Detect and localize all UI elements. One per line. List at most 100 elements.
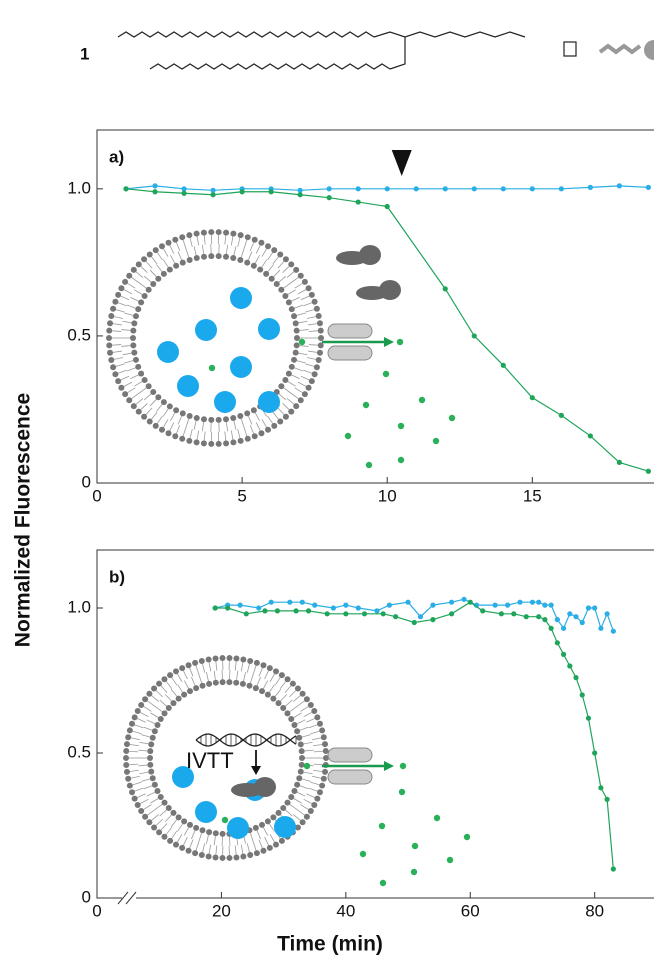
x-tick-label: 20 — [212, 901, 231, 920]
lipid-tail — [203, 431, 206, 441]
data-point — [448, 599, 455, 605]
dye-large — [195, 319, 217, 341]
lipid-head — [167, 672, 174, 679]
lipid-head — [199, 827, 206, 834]
dye-large — [230, 287, 252, 309]
lipid-head — [179, 234, 186, 241]
lipid-head — [155, 394, 162, 401]
lipid-tail — [164, 814, 172, 822]
lipid-head — [208, 416, 215, 423]
data-point — [560, 651, 567, 658]
lipid-tail — [140, 403, 148, 410]
data-point — [467, 599, 473, 605]
lipid-tail — [143, 785, 153, 790]
lipid-head — [149, 775, 156, 782]
lipid-tail — [140, 798, 149, 804]
lipid-tail — [202, 663, 206, 673]
lipid-head — [278, 286, 285, 293]
lipid-head — [130, 327, 137, 334]
lipid-tail — [299, 785, 309, 790]
lipid-head — [147, 755, 153, 761]
lipid-tail — [285, 699, 293, 707]
lipid-head — [260, 662, 267, 669]
data-point — [587, 433, 593, 439]
lipid-tail — [183, 680, 189, 689]
lipid-head — [173, 841, 179, 848]
panel: b) 0 0.5 1.0 0 20 40 60 80 IVTT — [67, 549, 654, 920]
lipid-tail — [282, 266, 290, 273]
lipid-head — [142, 813, 149, 820]
lipid-tail — [224, 235, 227, 245]
data-point — [536, 614, 542, 620]
lipid-tail — [303, 798, 312, 804]
lipid-head — [299, 690, 306, 697]
data-point — [384, 203, 390, 210]
data-point — [210, 192, 216, 198]
data-point — [554, 617, 560, 623]
lipid-tail — [163, 419, 169, 428]
lipid-head — [293, 266, 300, 273]
lipid-tail — [127, 387, 136, 393]
data-point — [567, 663, 573, 669]
lipid-head — [123, 768, 130, 775]
lipid-tail — [191, 676, 196, 686]
lipid-tail — [137, 718, 146, 723]
lipid-head — [147, 748, 154, 755]
lipid-tail — [143, 393, 152, 401]
lipid-tail — [138, 764, 148, 767]
lipid-tail — [233, 246, 237, 256]
lipid-head — [303, 696, 310, 703]
lipid-tail — [146, 791, 155, 797]
lipid-head — [316, 320, 323, 327]
dye-small — [448, 414, 456, 422]
lipid-head — [208, 229, 215, 236]
lipid-tail — [165, 827, 173, 835]
lipid-head — [297, 768, 304, 775]
lipid-tail — [147, 809, 156, 816]
lipid-head — [223, 440, 230, 447]
lipid-head — [115, 291, 122, 298]
lipid-head — [317, 342, 324, 349]
lipid-tail — [240, 844, 244, 854]
lipid-tail — [302, 734, 311, 738]
lipid-head — [199, 682, 206, 689]
lipid-tail — [130, 374, 139, 380]
lipid-tail — [176, 242, 181, 251]
lipid-head — [149, 734, 156, 741]
lipid-tail — [140, 712, 149, 718]
time-marker — [391, 150, 412, 176]
lipid-tail — [159, 699, 167, 707]
lipid-head — [175, 814, 182, 821]
lipid-tail — [255, 422, 261, 431]
lipid-tail — [169, 422, 175, 431]
lipid-head — [260, 847, 267, 854]
lipid-tail — [313, 769, 323, 772]
data-point — [297, 192, 303, 198]
lipid-tail — [308, 724, 318, 729]
data-point — [299, 599, 305, 605]
lipid-head — [130, 403, 137, 410]
lipid-tail — [252, 665, 257, 675]
lipid-tail — [230, 430, 234, 440]
data-point — [123, 186, 129, 192]
headgroup — [389, 37, 406, 70]
lipid-tail — [249, 425, 254, 434]
lipid-head — [141, 377, 148, 384]
lipid-head — [141, 292, 148, 299]
lipid-tail — [151, 411, 158, 420]
lipid-tail — [293, 798, 302, 804]
lipid-tail — [243, 427, 248, 437]
lipid-tail — [139, 771, 149, 775]
lipid-head — [130, 335, 136, 341]
lipid-head — [186, 437, 193, 444]
lipid-head — [165, 704, 172, 711]
data-point — [592, 750, 598, 756]
lipid-head — [130, 266, 137, 273]
lipid-tail — [267, 264, 274, 272]
lipid-tail — [189, 667, 194, 677]
lipid-head — [253, 659, 260, 666]
data-point — [473, 602, 480, 608]
lipid-icon — [598, 43, 642, 55]
lipid-head — [252, 685, 259, 692]
lipid-head — [179, 410, 186, 417]
